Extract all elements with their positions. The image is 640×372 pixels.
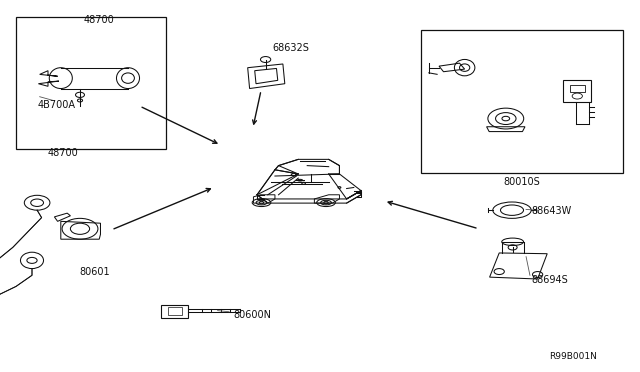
Bar: [168, 307, 182, 315]
Text: 48700: 48700: [84, 16, 115, 25]
Text: 48700: 48700: [47, 148, 78, 158]
Text: 88643W: 88643W: [531, 206, 572, 216]
Text: R99B001N: R99B001N: [549, 352, 596, 361]
Bar: [563, 80, 591, 102]
Text: 4B700A: 4B700A: [37, 100, 76, 110]
Text: 80601: 80601: [79, 267, 110, 277]
Bar: [16, 17, 166, 149]
Text: 80010S: 80010S: [503, 177, 540, 187]
Text: 68632S: 68632S: [273, 43, 310, 52]
Text: 88694S: 88694S: [531, 275, 568, 285]
Text: 80600N: 80600N: [234, 311, 271, 320]
Bar: [421, 30, 623, 173]
Bar: [161, 305, 188, 318]
Bar: [570, 85, 585, 92]
